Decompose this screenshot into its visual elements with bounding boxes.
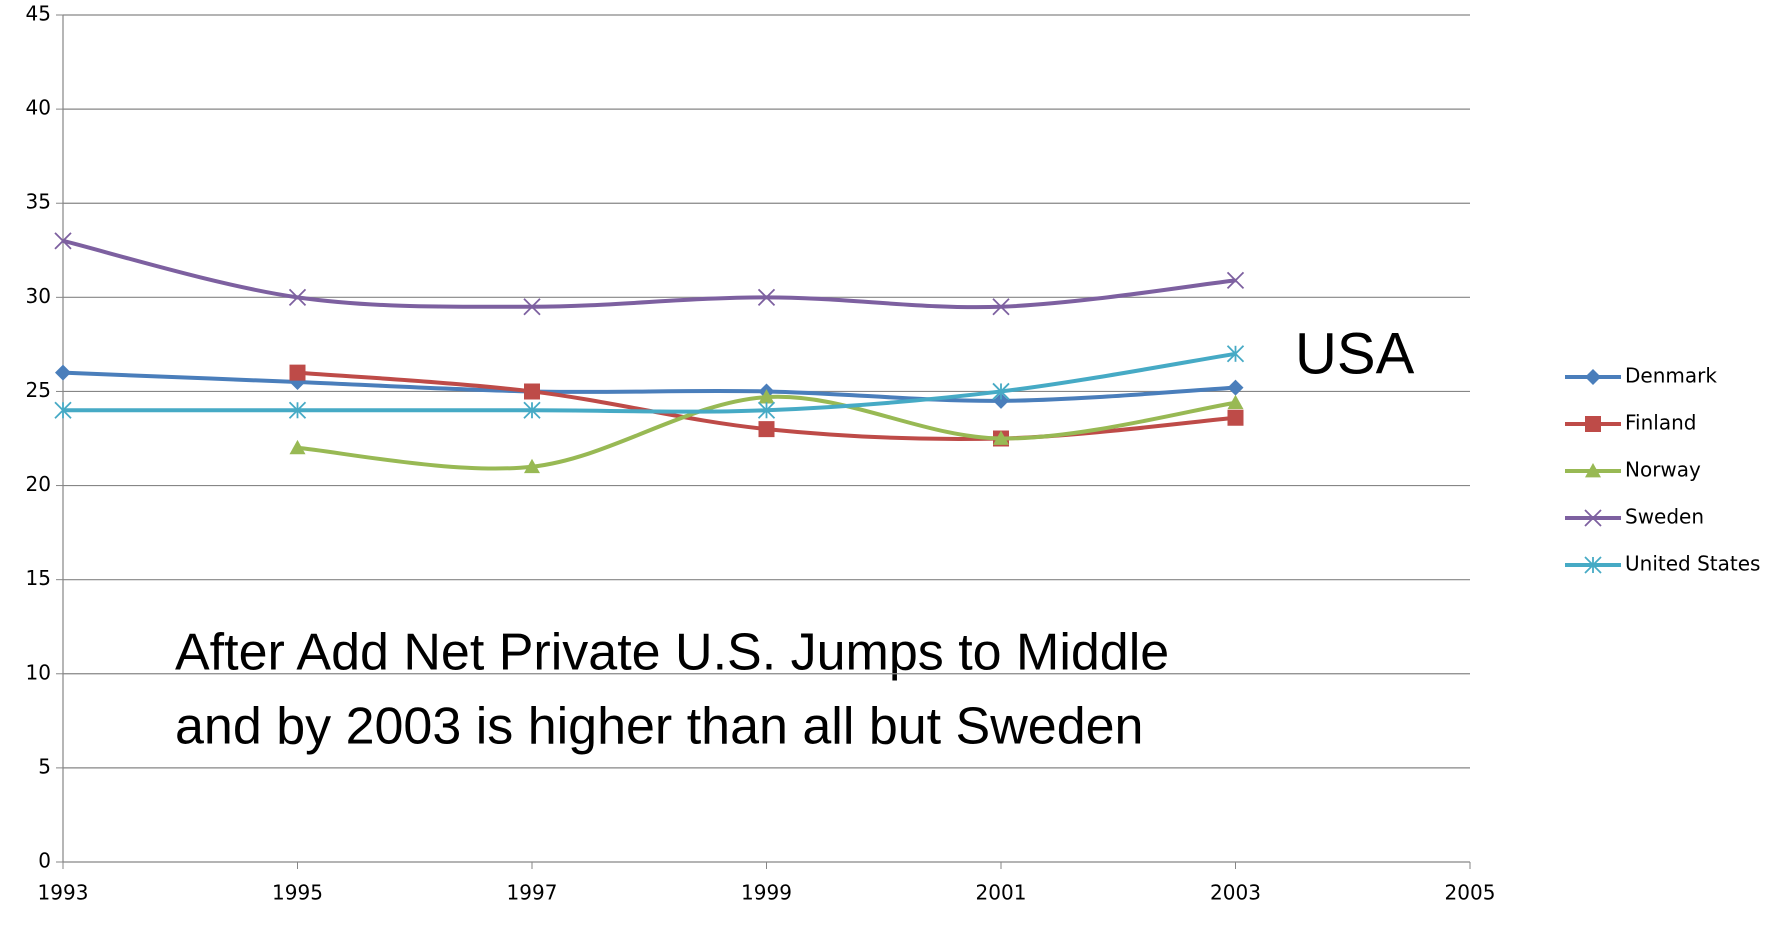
data-point: [992, 382, 1010, 401]
marker-shape: [758, 421, 775, 438]
data-point: [1227, 394, 1244, 410]
data-point: [55, 364, 71, 381]
data-point: [523, 401, 541, 419]
annotation: and by 2003 is higher than all but Swede…: [175, 698, 1143, 756]
y-tick-label: 45: [26, 2, 51, 26]
legend-marker: [1585, 463, 1601, 478]
data-point: [524, 383, 540, 400]
data-point: [288, 288, 307, 306]
x-tick-label: 2001: [976, 881, 1027, 905]
data-point: [758, 421, 775, 438]
marker-shape: [1585, 416, 1601, 432]
marker-stroke: [992, 298, 1010, 316]
data-point: [992, 298, 1010, 316]
y-tick-label: 35: [26, 190, 51, 214]
data-point: [288, 401, 307, 419]
marker-shape: [1227, 379, 1244, 396]
y-tick-label: 10: [26, 660, 51, 684]
data-point: [1226, 271, 1245, 290]
data-point: [289, 364, 306, 381]
x-tick-label: 2003: [1210, 881, 1261, 905]
x-tick-label: 1993: [38, 881, 89, 905]
legend-label: Finland: [1625, 411, 1696, 435]
marker-shape: [55, 364, 71, 381]
y-tick-label: 40: [26, 96, 51, 120]
data-point: [524, 458, 540, 474]
data-point: [289, 439, 306, 455]
y-tick-label: 0: [38, 849, 51, 873]
legend-label: Norway: [1625, 458, 1701, 482]
marker-stroke: [54, 232, 72, 250]
annotation: USA: [1295, 321, 1415, 386]
marker-shape: [993, 430, 1009, 445]
y-tick-label: 20: [26, 472, 51, 496]
data-point: [54, 232, 72, 250]
marker-shape: [1227, 394, 1244, 410]
marker-stroke: [1584, 509, 1602, 527]
legend-label: Sweden: [1625, 505, 1704, 529]
data-point: [523, 298, 541, 316]
marker-shape: [1585, 463, 1601, 478]
data-point: [1227, 379, 1244, 396]
data-point: [757, 288, 776, 306]
data-point: [993, 392, 1009, 409]
marker-shape: [289, 439, 306, 455]
legend-marker: [1584, 556, 1602, 574]
legend-label: Denmark: [1625, 364, 1717, 388]
marker-shape: [993, 392, 1009, 409]
data-point: [1226, 345, 1245, 363]
marker-shape: [1585, 369, 1601, 385]
marker-shape: [289, 364, 306, 381]
y-tick-label: 25: [26, 378, 51, 402]
legend-marker: [1584, 509, 1602, 527]
marker-stroke: [288, 288, 307, 306]
marker-shape: [1227, 409, 1244, 426]
x-tick-label: 2005: [1445, 881, 1496, 905]
y-tick-label: 15: [26, 566, 51, 590]
marker-shape: [758, 389, 775, 404]
y-tick-label: 30: [26, 284, 51, 308]
data-point: [758, 389, 775, 404]
marker-stroke: [757, 288, 776, 306]
data-point: [1227, 409, 1244, 426]
series-line: [62, 238, 1236, 310]
legend-label: United States: [1625, 552, 1760, 576]
data-point: [993, 430, 1009, 445]
x-tick-label: 1997: [507, 881, 558, 905]
annotation: After Add Net Private U.S. Jumps to Midd…: [175, 624, 1169, 682]
data-point: [54, 401, 72, 419]
legend-marker: [1585, 416, 1601, 432]
marker-stroke: [1226, 271, 1245, 290]
marker-shape: [524, 458, 540, 474]
marker-stroke: [523, 298, 541, 316]
series-line: [62, 351, 1236, 414]
x-tick-label: 1999: [741, 881, 792, 905]
series-line: [62, 370, 1236, 403]
x-tick-label: 1995: [272, 881, 323, 905]
legend-marker: [1585, 369, 1601, 385]
marker-shape: [524, 383, 540, 400]
data-point: [757, 401, 776, 419]
y-tick-label: 5: [38, 754, 51, 778]
